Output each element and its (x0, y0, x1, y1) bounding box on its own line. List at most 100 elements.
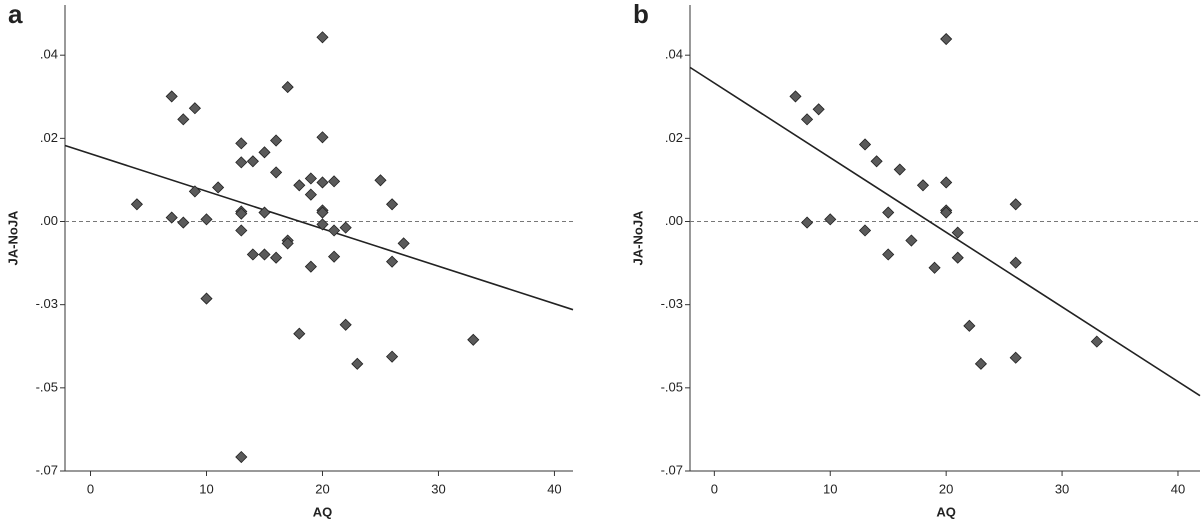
point (870, 155, 883, 168)
point (328, 224, 341, 237)
point (824, 213, 837, 226)
point (246, 155, 259, 168)
point (258, 206, 271, 219)
x-tick-label: 0 (87, 481, 94, 496)
point (905, 234, 918, 247)
point (316, 176, 329, 189)
point (928, 261, 941, 274)
y-tick-label: .00 (665, 213, 683, 228)
point (188, 185, 201, 198)
point (200, 213, 213, 226)
point (316, 206, 329, 219)
regression-line (64, 144, 574, 311)
point (130, 198, 143, 211)
point (812, 103, 825, 116)
point (235, 207, 248, 220)
point (351, 357, 364, 370)
point (316, 131, 329, 144)
point (940, 32, 953, 46)
x-tick-label: 20 (315, 481, 329, 496)
point (304, 260, 317, 273)
point (801, 216, 814, 229)
point (467, 333, 480, 346)
point (1009, 351, 1022, 364)
point (974, 357, 987, 370)
point (177, 113, 190, 126)
point (374, 174, 387, 187)
y-tick-label: .04 (665, 47, 683, 62)
point (386, 350, 399, 363)
point (916, 179, 930, 192)
point (165, 211, 178, 224)
point (858, 224, 872, 237)
point (386, 198, 399, 211)
point (235, 137, 248, 150)
point (281, 237, 294, 250)
point (1009, 256, 1022, 269)
point (801, 113, 814, 126)
x-axis-label: AQ (313, 504, 333, 519)
point (235, 450, 248, 464)
y-tick-label: -.05 (661, 379, 683, 394)
x-tick-label: 30 (431, 481, 445, 496)
point (200, 292, 213, 305)
y-tick-label: .02 (665, 130, 683, 145)
point (789, 90, 802, 103)
point (177, 216, 190, 229)
point (893, 163, 906, 176)
point (1009, 198, 1022, 211)
x-axis-label: AQ (936, 504, 956, 519)
point (293, 179, 306, 192)
point (386, 255, 399, 268)
x-tick-label: 20 (939, 481, 953, 496)
point (281, 81, 294, 94)
x-tick-label: 10 (823, 481, 837, 496)
x-tick-label: 10 (199, 481, 213, 496)
point (397, 237, 410, 250)
point (339, 221, 352, 234)
point (940, 206, 953, 219)
y-tick-label: -.03 (661, 296, 683, 311)
point (940, 176, 953, 189)
point (212, 181, 225, 194)
point (270, 134, 283, 147)
point (270, 166, 283, 179)
point (339, 318, 352, 331)
point (882, 206, 895, 219)
x-tick-label: 30 (1055, 481, 1069, 496)
point (316, 218, 329, 231)
regression-line (689, 66, 1201, 397)
point (1090, 335, 1103, 348)
y-axis-label: JA-NoJA (630, 210, 645, 266)
point (304, 172, 317, 185)
point (963, 319, 976, 332)
y-tick-label: .04 (40, 47, 58, 62)
y-tick-label: -.07 (661, 462, 683, 477)
point (270, 251, 283, 264)
point (328, 250, 341, 263)
point (858, 138, 872, 151)
y-tick-label: -.07 (36, 462, 58, 477)
x-tick-label: 0 (711, 481, 718, 496)
point (258, 146, 271, 159)
y-axis-label: JA-NoJA (5, 210, 20, 266)
point (258, 248, 271, 261)
point (246, 248, 259, 261)
point (293, 327, 306, 340)
x-tick-label: 40 (1171, 481, 1185, 496)
point (328, 175, 341, 188)
panel-label: b (633, 0, 649, 29)
point (951, 226, 964, 239)
panel-label: a (8, 0, 23, 29)
x-tick-label: 40 (547, 481, 561, 496)
point (165, 90, 178, 103)
point (235, 224, 248, 237)
y-tick-label: -.03 (36, 296, 58, 311)
y-tick-label: .00 (40, 213, 58, 228)
point (188, 102, 201, 115)
point (235, 156, 248, 169)
y-tick-label: .02 (40, 130, 58, 145)
point (316, 31, 329, 44)
point (304, 188, 317, 201)
